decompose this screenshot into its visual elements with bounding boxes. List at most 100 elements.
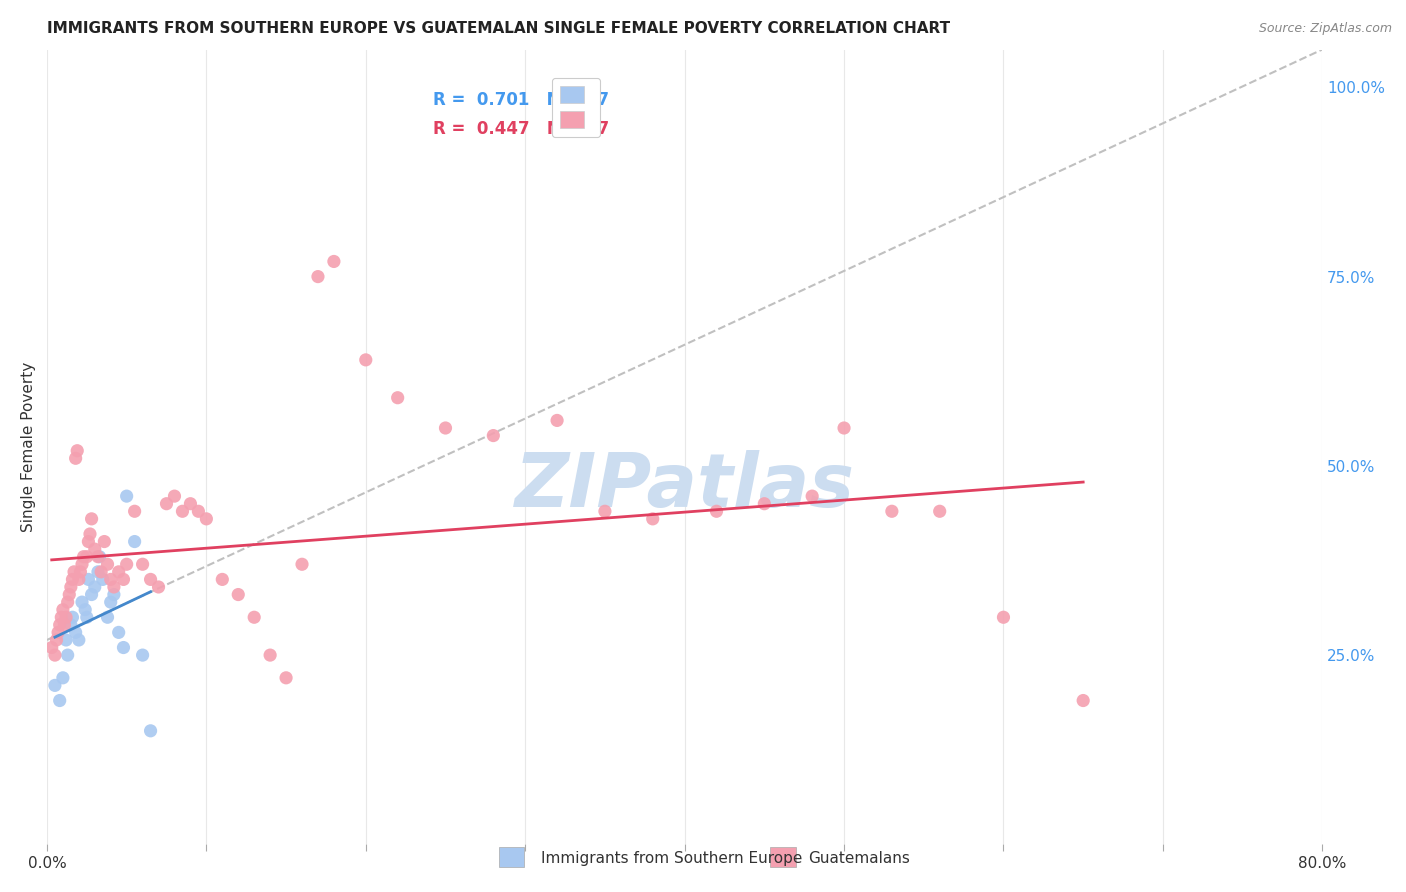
Point xyxy=(80,588,103,602)
Point xyxy=(112,640,135,655)
Text: ZIPatlas: ZIPatlas xyxy=(515,450,855,524)
Point xyxy=(387,391,409,405)
Point xyxy=(211,573,233,587)
Point xyxy=(103,588,125,602)
Point xyxy=(55,610,77,624)
Point xyxy=(80,512,103,526)
Point xyxy=(53,617,76,632)
Point xyxy=(87,565,110,579)
Point xyxy=(48,693,70,707)
Point xyxy=(482,428,505,442)
Point xyxy=(55,632,77,647)
Point xyxy=(100,573,122,587)
Point xyxy=(148,580,170,594)
Point xyxy=(103,580,125,594)
Point xyxy=(96,610,118,624)
Point xyxy=(91,573,114,587)
Point xyxy=(90,565,112,579)
Point xyxy=(46,625,69,640)
Point xyxy=(434,421,457,435)
Point xyxy=(89,549,111,564)
Point xyxy=(928,504,950,518)
Point xyxy=(65,451,87,466)
Point xyxy=(63,565,86,579)
Point xyxy=(259,648,281,662)
Point xyxy=(51,610,73,624)
Point xyxy=(72,549,94,564)
Point xyxy=(107,625,129,640)
Point xyxy=(112,573,135,587)
Point xyxy=(96,558,118,572)
Point xyxy=(641,512,664,526)
Text: IMMIGRANTS FROM SOUTHERN EUROPE VS GUATEMALAN SINGLE FEMALE POVERTY CORRELATION : IMMIGRANTS FROM SOUTHERN EUROPE VS GUATE… xyxy=(46,21,950,36)
Point xyxy=(45,632,67,647)
Point xyxy=(163,489,186,503)
Point xyxy=(274,671,297,685)
Point xyxy=(52,603,75,617)
Text: Guatemalans: Guatemalans xyxy=(808,851,910,865)
Point xyxy=(62,573,84,587)
Point xyxy=(1071,693,1094,707)
Text: Immigrants from Southern Europe: Immigrants from Southern Europe xyxy=(541,851,803,865)
Point xyxy=(44,678,66,692)
Point xyxy=(65,625,87,640)
Point xyxy=(76,549,98,564)
Point xyxy=(56,595,79,609)
Point xyxy=(62,610,84,624)
Point xyxy=(832,421,855,435)
Point xyxy=(226,588,249,602)
Point xyxy=(100,595,122,609)
Point xyxy=(76,610,98,624)
Legend: , : , xyxy=(553,78,600,137)
Point xyxy=(546,413,568,427)
Point xyxy=(79,527,101,541)
Point xyxy=(66,443,89,458)
Y-axis label: Single Female Poverty: Single Female Poverty xyxy=(21,362,35,532)
Point xyxy=(801,489,824,503)
Point xyxy=(322,254,344,268)
Point xyxy=(307,269,329,284)
Point xyxy=(172,504,194,518)
Point xyxy=(83,580,105,594)
Point xyxy=(48,617,70,632)
Text: Source: ZipAtlas.com: Source: ZipAtlas.com xyxy=(1258,22,1392,36)
Point xyxy=(70,558,93,572)
Point xyxy=(179,497,201,511)
Point xyxy=(243,610,266,624)
Point xyxy=(124,534,146,549)
Point xyxy=(93,534,115,549)
Point xyxy=(107,565,129,579)
Point xyxy=(75,603,97,617)
Point xyxy=(41,640,63,655)
Point xyxy=(131,558,153,572)
Point xyxy=(993,610,1015,624)
Point xyxy=(87,549,110,564)
Point xyxy=(131,648,153,662)
Point xyxy=(115,489,138,503)
Point xyxy=(70,595,93,609)
Text: R =  0.447   N = 67: R = 0.447 N = 67 xyxy=(433,120,610,138)
Point xyxy=(187,504,209,518)
Point xyxy=(139,723,162,738)
Point xyxy=(139,573,162,587)
Point xyxy=(83,542,105,557)
Point xyxy=(59,617,82,632)
Point xyxy=(69,565,91,579)
Point xyxy=(44,648,66,662)
Text: R =  0.701   N = 27: R = 0.701 N = 27 xyxy=(433,91,610,110)
Point xyxy=(59,580,82,594)
Point xyxy=(155,497,177,511)
Point xyxy=(56,648,79,662)
Point xyxy=(291,558,314,572)
Point xyxy=(124,504,146,518)
Point xyxy=(593,504,616,518)
Point xyxy=(77,534,100,549)
Point xyxy=(706,504,728,518)
Point xyxy=(195,512,218,526)
Point xyxy=(52,671,75,685)
Point xyxy=(67,632,90,647)
Point xyxy=(754,497,776,511)
Point xyxy=(354,352,377,367)
Point xyxy=(115,558,138,572)
Point xyxy=(77,573,100,587)
